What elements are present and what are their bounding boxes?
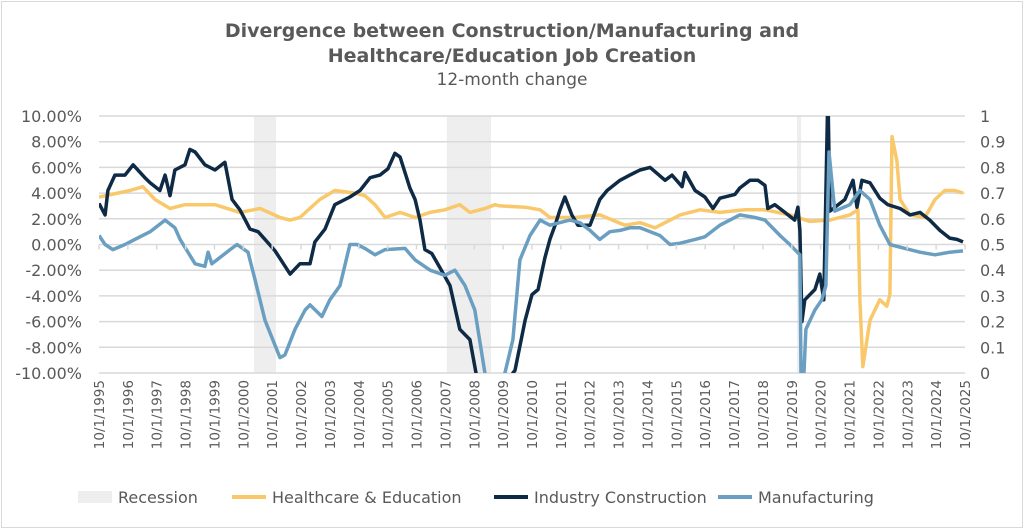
x-tick-label: 10/1/2004 [352, 380, 368, 449]
y-right-tick-label: 0.9 [980, 133, 1005, 152]
legend-swatch [78, 491, 112, 503]
x-tick-label: 10/1/2007 [438, 380, 454, 449]
x-tick-label: 10/1/2019 [785, 380, 801, 449]
y-right-tick-label: 0.2 [980, 313, 1005, 332]
x-tick-label: 10/1/2024 [929, 380, 945, 449]
x-tick-label: 10/1/2025 [958, 380, 974, 449]
series-line-healthcare-education [99, 134, 964, 369]
x-tick-label: 10/1/2013 [612, 380, 628, 449]
y-right-tick-label: 0.7 [980, 184, 1005, 203]
y-left-tick-label: -4.00% [25, 287, 82, 306]
legend-label: Industry Construction [534, 488, 707, 507]
x-tick-label: 10/1/1996 [121, 380, 137, 449]
y-right-tick-label: 0.1 [980, 338, 1005, 357]
legend: Recession Healthcare & Education Industry … [78, 488, 874, 507]
legend-item: Manufacturing [718, 488, 874, 507]
x-tick-label: 10/1/2018 [756, 380, 772, 449]
y-right-tick-label: 0.3 [980, 287, 1005, 306]
x-tick-label: 10/1/2002 [294, 380, 310, 449]
chart-subtitle: 12-month change [437, 70, 588, 90]
x-tick-label: 10/1/2000 [236, 380, 252, 449]
x-tick-label: 10/1/2021 [843, 380, 859, 449]
chart-title-line2: Healthcare/Education Job Creation [328, 45, 697, 67]
series-lines [99, 116, 964, 373]
y-left-tick-label: -10.00% [15, 364, 82, 383]
series-line-manufacturing [99, 150, 964, 373]
x-tick-label: 10/1/2015 [669, 380, 685, 449]
y-axis-right: 1 0.9 0.8 0.7 0.6 0.5 0.4 0.3 0.2 0.1 0 [980, 107, 1005, 383]
x-tick-label: 10/1/1997 [150, 380, 166, 449]
x-tick-label: 10/1/1999 [207, 380, 223, 449]
x-tick-label: 10/1/2003 [323, 380, 339, 449]
y-left-tick-label: 0.00% [31, 236, 82, 255]
legend-item: Recession [78, 488, 198, 507]
y-right-tick-label: 0.4 [980, 261, 1005, 280]
y-right-tick-label: 0 [980, 364, 990, 383]
x-tick-label: 10/1/2011 [554, 380, 570, 449]
x-tick-label: 10/1/2009 [496, 380, 512, 449]
y-left-tick-label: 10.00% [21, 107, 82, 126]
y-right-tick-label: 0.6 [980, 210, 1005, 229]
x-tick-label: 10/1/2014 [640, 380, 656, 449]
x-tick-label: 10/1/2017 [727, 380, 743, 449]
x-tick-label: 10/1/2023 [900, 380, 916, 449]
x-tick-label: 10/1/1995 [92, 380, 108, 449]
y-right-tick-label: 0.5 [980, 236, 1005, 255]
y-left-tick-label: 4.00% [31, 184, 82, 203]
x-tick-label: 10/1/2001 [265, 380, 281, 449]
legend-label: Healthcare & Education [272, 488, 462, 507]
x-tick-label: 10/1/2022 [871, 380, 887, 449]
y-left-tick-label: 6.00% [31, 158, 82, 177]
x-tick-label: 10/1/2005 [381, 380, 397, 449]
y-left-tick-label: 8.00% [31, 133, 82, 152]
x-tick-label: 10/1/2010 [525, 380, 541, 449]
series-line-industry-construction [99, 116, 964, 373]
x-tick-label: 10/1/2008 [467, 380, 483, 449]
x-tick-label: 10/1/2020 [814, 380, 830, 449]
x-tick-label: 10/1/2012 [583, 380, 599, 449]
y-left-tick-label: -6.00% [25, 313, 82, 332]
x-tick-label: 10/1/1998 [179, 380, 195, 449]
y-axis-left: 10.00% 8.00% 6.00% 4.00% 2.00% 0.00% -2.00% -4.… [15, 107, 82, 383]
x-tick-label: 10/1/2006 [410, 380, 426, 449]
y-left-tick-label: -2.00% [25, 261, 82, 280]
x-tick-label: 10/1/2016 [698, 380, 714, 449]
legend-item: Healthcare & Education [232, 488, 462, 507]
chart-title-line1: Divergence between Construction/Manufact… [225, 20, 799, 42]
x-axis: 10/1/1995 10/1/1996 10/1/1997 10/1/1998 10/1… [92, 244, 974, 449]
y-right-tick-label: 0.8 [980, 158, 1005, 177]
legend-label: Recession [118, 488, 198, 507]
legend-label: Manufacturing [758, 488, 874, 507]
legend-item: Industry Construction [494, 488, 707, 507]
y-left-tick-label: 2.00% [31, 210, 82, 229]
y-left-tick-label: -8.00% [25, 338, 82, 357]
y-right-tick-label: 1 [980, 107, 990, 126]
